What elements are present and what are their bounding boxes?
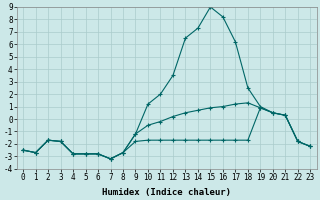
X-axis label: Humidex (Indice chaleur): Humidex (Indice chaleur) [102,188,231,197]
